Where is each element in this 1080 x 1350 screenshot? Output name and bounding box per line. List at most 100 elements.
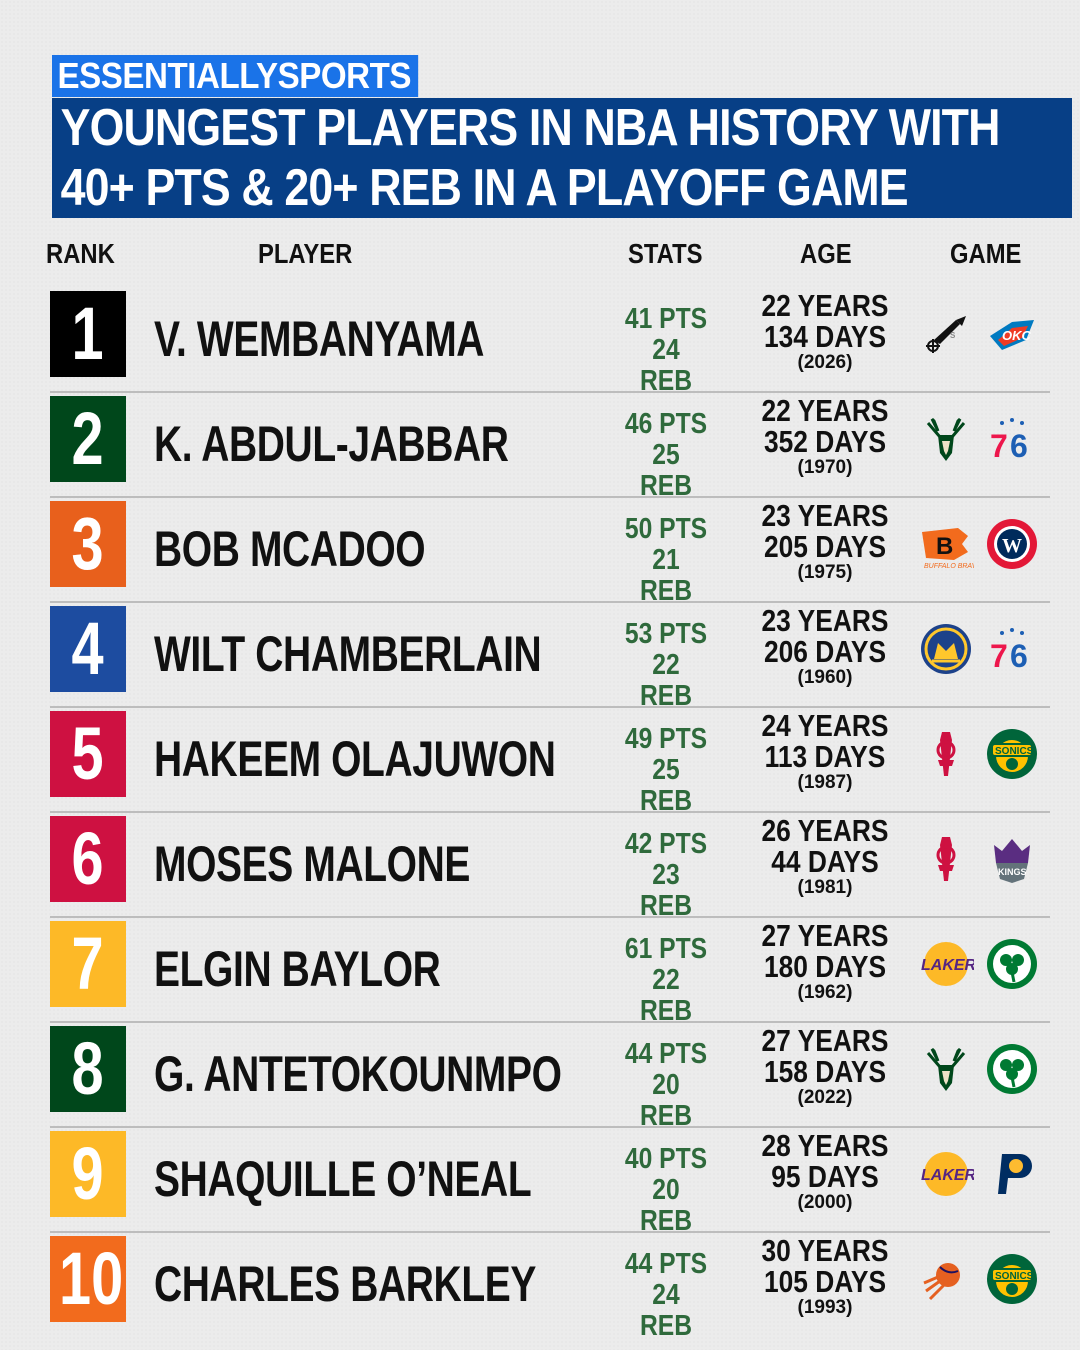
rank-number: 10 [59,1237,124,1320]
braves-logo: B BUFFALO BRAVES [918,516,986,572]
table-row: 2 K. ABDUL-JABBAR 46 PTS 25 REB 22 YEARS… [50,393,1050,502]
game-year: (1993) [797,1297,853,1318]
age-cell: 22 YEARS 134 DAYS (2026) [750,290,900,374]
spurs-logo: S [918,306,974,362]
age-years: 23 YEARS [761,498,889,533]
bucks-logo [918,411,974,467]
thunder-logo: OKC [984,306,1040,362]
player-name: WILT CHAMBERLAIN [154,626,542,682]
age-days: 95 DAYS [771,1159,879,1194]
points-value: 61 PTS [624,933,708,965]
rank-number: 3 [71,502,105,585]
player-name: G. ANTETOKOUNMPO [154,1046,562,1102]
rebounds-value: 25 REB [639,754,693,817]
pacers-logo [984,1146,1040,1202]
points-value: 41 PTS [624,303,708,335]
age-cell: 28 YEARS 95 DAYS (2000) [750,1130,900,1214]
age-cell: 23 YEARS 205 DAYS (1975) [750,500,900,584]
rank-badge: 4 [50,606,126,692]
stats-cell: 44 PTS 24 REB [616,1249,716,1342]
rank-badge: 7 [50,921,126,1007]
rank-badge: 1 [50,291,126,377]
player-name: ELGIN BAYLOR [154,941,441,997]
svg-text:SONICS: SONICS [995,1271,1034,1282]
rank-badge: 9 [50,1131,126,1217]
player-name: K. ABDUL-JABBAR [154,416,509,472]
header-stats: STATS [628,238,703,269]
age-cell: 22 YEARS 352 DAYS (1970) [750,395,900,479]
table-row: 10 CHARLES BARKLEY 44 PTS 24 REB 30 YEAR… [50,1233,1050,1342]
rank-number: 9 [71,1132,105,1215]
rank-number: 1 [71,292,105,375]
rank-number: 6 [71,817,105,900]
age-years: 27 YEARS [761,918,889,953]
rebounds-value: 24 REB [639,334,693,397]
brand-label: ESSENTIALLYSPORTS [52,55,419,97]
lakers-logo: LAKERS [918,1146,987,1202]
header-age: AGE [800,238,852,269]
svg-text:7: 7 [990,638,1008,674]
age-days: 134 DAYS [763,319,887,354]
rockets-logo [918,831,974,887]
table-row: 9 SHAQUILLE O’NEAL 40 PTS 20 REB 28 YEAR… [50,1128,1050,1237]
sonics-logo: SONICS [984,1251,1040,1307]
table-row: 5 HAKEEM OLAJUWON 49 PTS 25 REB 24 YEARS… [50,708,1050,817]
rebounds-value: 22 REB [639,964,693,1027]
wizards-logo: W [984,516,1040,572]
age-days: 180 DAYS [763,949,887,984]
kings-logo: KINGS [984,831,1040,887]
table-row: 6 MOSES MALONE 42 PTS 23 REB 26 YEARS 44… [50,813,1050,922]
age-cell: 30 YEARS 105 DAYS (1993) [750,1235,900,1319]
svg-text:7: 7 [990,428,1008,464]
points-value: 44 PTS [624,1038,708,1070]
svg-text:6: 6 [1010,428,1028,464]
svg-text:SONICS: SONICS [995,746,1034,757]
points-value: 46 PTS [624,408,708,440]
page-title: YOUNGEST PLAYERS IN NBA HISTORY WITH 40+… [52,98,1072,218]
rank-badge: 8 [50,1026,126,1112]
age-cell: 27 YEARS 180 DAYS (1962) [750,920,900,1004]
svg-text:OKC: OKC [1002,328,1032,343]
rank-badge: 3 [50,501,126,587]
rank-badge: 6 [50,816,126,902]
table-row: 1 V. WEMBANYAMA 41 PTS 24 REB 22 YEARS 1… [50,288,1050,397]
svg-text:S: S [950,331,956,340]
rank-number: 4 [71,607,105,690]
stats-cell: 53 PTS 22 REB [616,619,716,712]
age-cell: 26 YEARS 44 DAYS (1981) [750,815,900,899]
rank-number: 8 [71,1027,105,1110]
age-days: 113 DAYS [764,739,886,774]
header-game: GAME [950,238,1022,269]
stats-cell: 41 PTS 24 REB [616,304,716,397]
title-line-1: YOUNGEST PLAYERS IN NBA HISTORY WITH [60,99,1001,157]
age-years: 22 YEARS [761,288,889,323]
age-years: 30 YEARS [761,1233,889,1268]
age-years: 27 YEARS [761,1023,889,1058]
title-line-2: 40+ PTS & 20+ REB IN A PLAYOFF GAME [60,159,909,217]
header-rank: RANK [46,238,115,269]
points-value: 40 PTS [624,1143,708,1175]
rank-badge: 2 [50,396,126,482]
lakers-logo: LAKERS [918,936,987,992]
points-value: 44 PTS [624,1248,708,1280]
game-year: (1962) [797,982,853,1003]
stats-cell: 40 PTS 20 REB [616,1144,716,1237]
table-row: 8 G. ANTETOKOUNMPO 44 PTS 20 REB 27 YEAR… [50,1023,1050,1132]
celtics-logo [984,1041,1040,1097]
rebounds-value: 24 REB [639,1279,693,1342]
rebounds-value: 22 REB [639,649,693,712]
svg-text:W: W [1002,535,1022,557]
age-days: 105 DAYS [763,1264,887,1299]
age-years: 23 YEARS [761,603,889,638]
game-year: (1987) [797,772,853,793]
player-name: V. WEMBANYAMA [154,311,485,367]
rebounds-value: 25 REB [639,439,693,502]
svg-text:LAKERS: LAKERS [921,957,974,974]
rebounds-value: 23 REB [639,859,693,922]
stats-cell: 42 PTS 23 REB [616,829,716,922]
svg-text:6: 6 [1010,638,1028,674]
player-name: SHAQUILLE O’NEAL [154,1151,532,1207]
age-days: 205 DAYS [763,529,887,564]
